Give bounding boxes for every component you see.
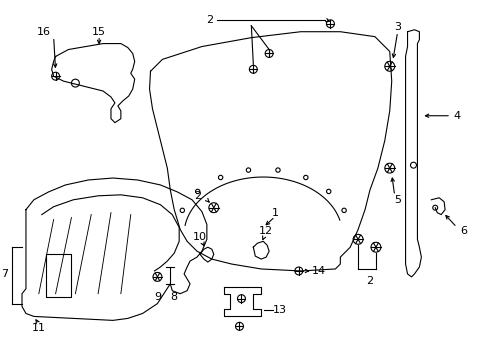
Text: 16: 16 bbox=[37, 27, 51, 37]
Text: 1: 1 bbox=[271, 208, 279, 218]
Text: 2: 2 bbox=[195, 191, 201, 201]
Text: 9: 9 bbox=[154, 292, 161, 302]
Text: 7: 7 bbox=[1, 269, 8, 279]
Text: 2: 2 bbox=[206, 15, 214, 25]
Text: 10: 10 bbox=[193, 232, 207, 242]
Text: 6: 6 bbox=[461, 226, 467, 237]
Text: 8: 8 bbox=[171, 292, 178, 302]
Text: 13: 13 bbox=[273, 306, 287, 315]
Text: 11: 11 bbox=[32, 323, 46, 333]
Text: 12: 12 bbox=[259, 226, 273, 237]
Text: 14: 14 bbox=[312, 266, 326, 276]
Text: 3: 3 bbox=[394, 22, 401, 32]
Text: 15: 15 bbox=[92, 27, 106, 37]
Text: 5: 5 bbox=[394, 195, 401, 205]
Text: 2: 2 bbox=[367, 276, 373, 286]
Text: 4: 4 bbox=[453, 111, 461, 121]
